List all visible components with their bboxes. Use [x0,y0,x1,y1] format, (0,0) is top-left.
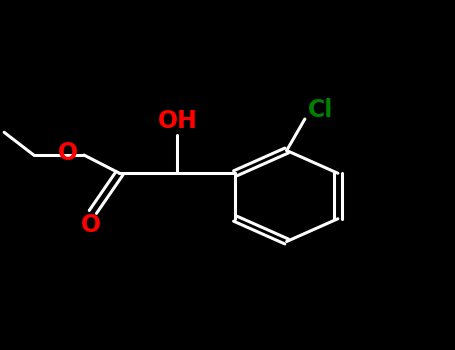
Text: O: O [81,213,101,237]
Text: Cl: Cl [308,98,334,122]
Text: OH: OH [157,108,197,133]
Text: O: O [58,141,78,165]
